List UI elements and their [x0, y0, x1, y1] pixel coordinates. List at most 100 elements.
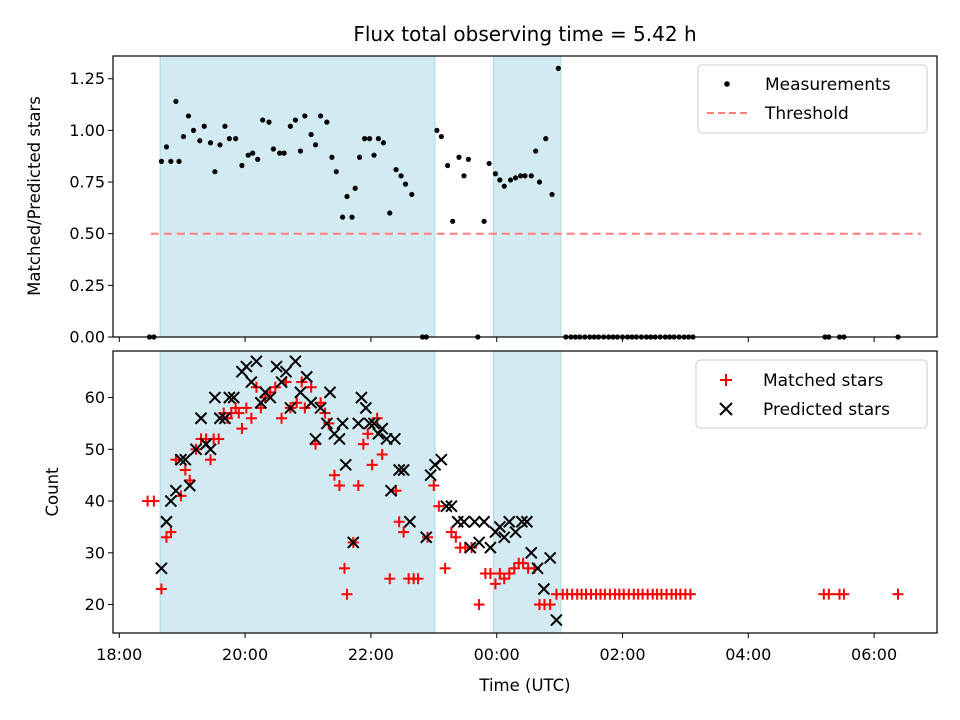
matched-star-point: [412, 573, 424, 585]
predicted-star-point: [355, 391, 368, 404]
y-tick-label: 0.50: [69, 224, 105, 243]
matched-star-point: [362, 428, 374, 440]
predicted-star-point: [363, 417, 376, 430]
measurement-point: [380, 140, 387, 146]
legend-matched-marker: [720, 374, 732, 386]
matched-star-point: [376, 448, 388, 460]
measurement-point: [217, 142, 223, 148]
y-tick-label: 1.25: [69, 69, 105, 88]
matched-star-point: [439, 562, 451, 574]
matched-star-point: [155, 583, 167, 595]
bottom-legend-box: [695, 359, 928, 429]
matched-star-point: [333, 480, 345, 492]
matched-star-point: [489, 578, 501, 590]
predicted-star-point: [543, 551, 557, 565]
measurement-point: [163, 144, 170, 150]
predicted-star-point: [204, 443, 217, 456]
measurement-point: [277, 150, 283, 156]
x-tick-label: 00:00: [474, 645, 520, 664]
top-shaded-regions: [159, 55, 562, 338]
matched-star-point: [393, 516, 405, 528]
predicted-star-point: [515, 515, 529, 528]
bottom-plot-frame: [112, 350, 938, 634]
measurement-point: [371, 152, 377, 158]
measurement-point: [528, 173, 534, 179]
measurement-point: [339, 214, 346, 220]
matched-star-point: [892, 588, 904, 600]
legend-matched-label: Matched stars: [763, 371, 883, 391]
x-tick-label: 04:00: [725, 645, 771, 664]
y-tick-label: 0.00: [69, 328, 105, 347]
measurement-point: [312, 142, 319, 148]
matched-star-point: [245, 412, 257, 424]
y-tick-label: 50: [85, 440, 105, 459]
matched-star-point: [179, 464, 191, 476]
predicted-star-point: [509, 525, 522, 539]
predicted-star-point: [339, 458, 352, 472]
predicted-star-point: [314, 401, 327, 415]
predicted-star-point: [179, 453, 192, 466]
predicted-star-point: [424, 468, 437, 482]
measurement-point: [176, 158, 182, 164]
measurement-point: [486, 160, 492, 167]
matched-star-point: [310, 438, 322, 450]
measurement-point: [362, 136, 368, 142]
measurement-point: [438, 133, 444, 140]
matched-star-point: [384, 573, 396, 585]
measurement-point: [555, 65, 561, 71]
x-tick-label: 22:00: [348, 645, 394, 664]
matched-star-point: [233, 407, 245, 419]
y-tick-label: 40: [85, 492, 105, 511]
predicted-star-point: [320, 417, 334, 430]
top-x-axis-ticks: [118, 337, 875, 342]
y-tick-label: 1.00: [69, 121, 105, 140]
measurement-point: [180, 133, 187, 140]
legend-measurements-marker: [724, 81, 730, 87]
measurement-point: [233, 136, 239, 142]
measurement-point: [356, 154, 363, 160]
matched-star-point: [341, 588, 353, 600]
measurement-point: [402, 181, 409, 187]
predicted-star-point: [174, 453, 188, 466]
measurement-point: [324, 119, 330, 125]
matched-star-point: [255, 402, 267, 414]
predicted-star-point: [240, 360, 253, 373]
measurement-point: [517, 173, 524, 179]
legend-measurements-label: Measurements: [765, 75, 891, 95]
matched-star-point: [240, 402, 252, 414]
top-legend-box: [697, 64, 928, 134]
predicted-star-point: [309, 432, 322, 446]
predicted-star-point: [359, 401, 373, 415]
matched-star-point: [684, 588, 696, 600]
predicted-star-point: [440, 500, 453, 513]
predicted-star-point: [384, 484, 398, 497]
x-tick-label: 02:00: [599, 645, 645, 664]
matched-star-point: [450, 531, 462, 543]
measurement-point: [190, 127, 197, 133]
predicted-star-point: [254, 396, 268, 409]
predicted-star-point: [484, 541, 497, 554]
measurement-point: [239, 162, 245, 169]
measurement-point: [367, 136, 373, 142]
predicted-star-point: [392, 463, 406, 477]
matched-star-point: [148, 495, 160, 507]
predicted-star-point: [445, 500, 458, 513]
matched-star-point: [338, 562, 350, 574]
x-tick-label: 06:00: [851, 645, 897, 664]
predicted-star-point: [367, 417, 381, 430]
matched-star-point: [503, 567, 515, 579]
predicted-star-point: [550, 613, 563, 627]
x-tick-label: 20:00: [222, 645, 268, 664]
matched-star-point: [428, 480, 440, 492]
measurement-point: [266, 119, 272, 125]
top-y-axis-label: Matched/Predicted stars: [25, 96, 44, 296]
matched-star-point: [236, 423, 248, 435]
measurement-point: [222, 123, 228, 129]
shaded-region-0: [159, 350, 436, 634]
matched-star-point: [305, 381, 317, 393]
y-tick-label: 0.25: [69, 276, 105, 295]
bottom-x-axis-ticks: 18:00 20:00 22:00 00:00 02:00 04:00 06:00: [96, 633, 897, 664]
measurement-point: [445, 162, 451, 169]
measurement-point: [352, 185, 358, 191]
bottom-legend: Matched stars Predicted stars: [695, 359, 928, 429]
